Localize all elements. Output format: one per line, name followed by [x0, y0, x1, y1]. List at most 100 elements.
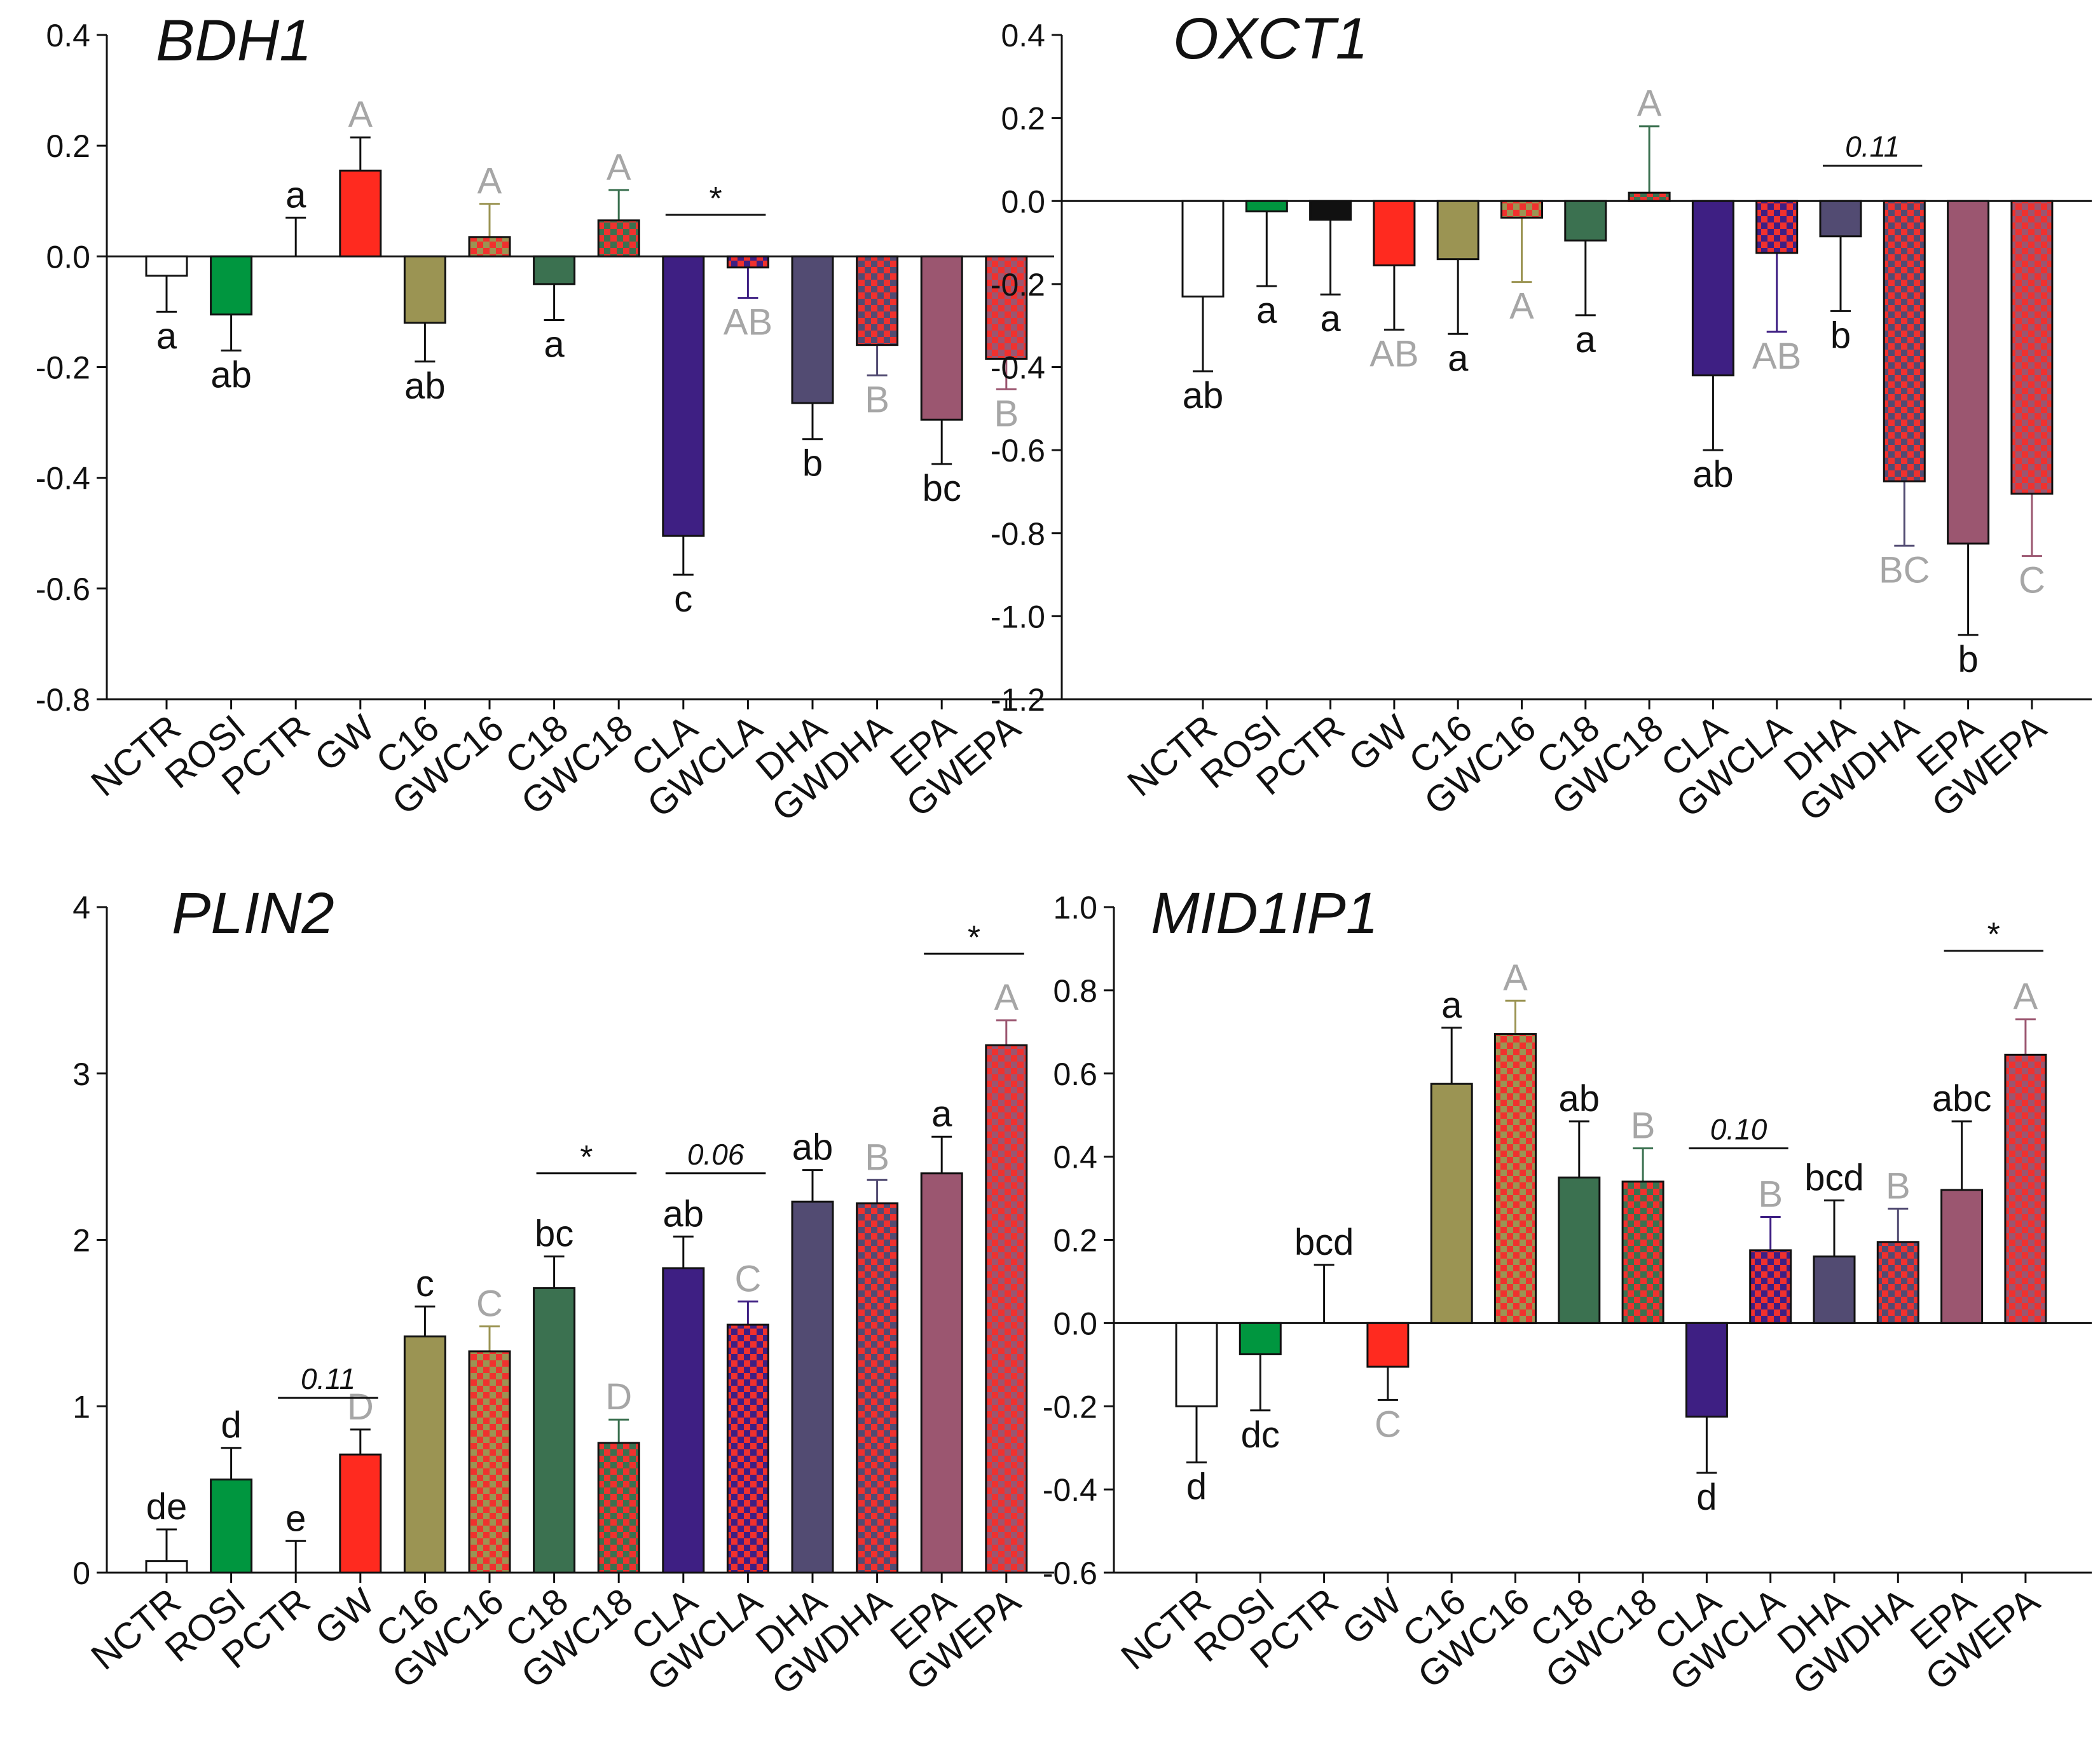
- svg-text:*: *: [1987, 917, 2000, 954]
- error-bar: [1951, 1120, 1972, 1190]
- significance-letter: e: [285, 1498, 306, 1539]
- bar-rosi: [210, 1478, 253, 1574]
- significance-letter: ab: [1559, 1078, 1600, 1119]
- y-tick-label: 3: [72, 1056, 90, 1092]
- significance-letter: ab: [792, 1127, 834, 1168]
- error-bar: [415, 322, 436, 363]
- significance-letter: C: [2019, 560, 2045, 601]
- bar-c18: [533, 1287, 576, 1574]
- error-bar: [1441, 1027, 1462, 1084]
- significance-letter: b: [1830, 315, 1851, 356]
- bar-epa: [1947, 200, 1990, 545]
- comparison-annotation: *: [536, 1139, 637, 1176]
- y-tick-label: -1.0: [991, 599, 1045, 634]
- significance-letter: a: [1575, 319, 1596, 360]
- significance-letter: ab: [663, 1193, 704, 1234]
- panel-plin2: PLIN2 43210deNCTRdROSIePCTRDGWcC16CGWC16…: [72, 881, 1054, 1703]
- y-tick-label: 2: [72, 1223, 90, 1259]
- y-tick-label: -0.6: [991, 433, 1045, 468]
- svg-text:0.11: 0.11: [301, 1362, 355, 1395]
- bar-gwcla: [1755, 200, 1799, 254]
- significance-letter: C: [1375, 1404, 1401, 1445]
- svg-text:*: *: [709, 181, 722, 217]
- bar-gwc18: [1628, 191, 1671, 202]
- significance-letter: a: [544, 324, 565, 365]
- error-bar: [2021, 493, 2042, 557]
- significance-letter: bc: [923, 468, 961, 509]
- x-tick-label: GW: [1335, 1580, 1410, 1653]
- error-bar: [802, 1169, 823, 1202]
- y-tick-label: 0.2: [1001, 101, 1045, 137]
- significance-letter: c: [674, 578, 692, 620]
- bar-gwcla: [726, 255, 769, 269]
- significance-letter: b: [802, 443, 823, 484]
- error-bar: [1639, 125, 1660, 193]
- bar-dha: [791, 1200, 834, 1574]
- bar-nctr: [1175, 1322, 1218, 1407]
- error-bar: [1568, 1120, 1589, 1178]
- y-tick-label: -0.2: [1043, 1389, 1097, 1425]
- bar-gwepa: [985, 255, 1028, 360]
- y-tick-label: 0.6: [1053, 1056, 1097, 1092]
- bar-gw: [339, 1453, 382, 1574]
- significance-letter: B: [994, 393, 1019, 434]
- significance-letter: a: [1320, 298, 1341, 339]
- x-tick-label: GW: [1341, 707, 1416, 779]
- svg-text:0.06: 0.06: [687, 1138, 745, 1171]
- y-tick-label: -0.4: [1043, 1472, 1097, 1508]
- bar-epa: [920, 255, 963, 421]
- bar-gwepa: [985, 1044, 1028, 1574]
- bar-c18: [1564, 200, 1607, 242]
- significance-letter: a: [1256, 290, 1277, 331]
- y-tick-label: 0.0: [1001, 184, 1045, 219]
- bar-gw: [1366, 1322, 1410, 1368]
- significance-letter: a: [1448, 338, 1469, 379]
- error-bar: [2015, 1018, 2036, 1055]
- error-bar: [867, 345, 888, 377]
- significance-letter: AB: [1369, 334, 1418, 375]
- significance-letter: B: [1886, 1165, 1911, 1207]
- error-bar: [802, 403, 823, 441]
- y-tick-label: 0.2: [46, 128, 90, 164]
- bar-gwepa: [2010, 200, 2054, 495]
- y-tick-label: 0.4: [46, 18, 90, 53]
- error-bar: [1383, 265, 1404, 331]
- significance-letter: abc: [1932, 1078, 1992, 1119]
- chart-title: OXCT1: [1173, 6, 1368, 71]
- bar-cla: [1685, 1322, 1728, 1418]
- significance-letter: bcd: [1294, 1222, 1354, 1263]
- bar-nctr: [1181, 200, 1225, 297]
- significance-letter: d: [1186, 1466, 1207, 1508]
- x-tick-label: GW: [307, 1580, 382, 1653]
- bar-rosi: [210, 255, 253, 316]
- error-bar: [1696, 1416, 1717, 1474]
- significance-letter: ab: [404, 366, 446, 407]
- bar-c18: [1558, 1176, 1601, 1324]
- significance-letter: bcd: [1804, 1157, 1864, 1198]
- error-bar: [996, 359, 1017, 390]
- y-tick-label: -0.6: [1043, 1555, 1097, 1591]
- error-bar: [996, 1019, 1017, 1046]
- bar-gw: [1373, 200, 1416, 266]
- error-bar: [221, 1447, 242, 1480]
- comparison-annotation: 0.06: [665, 1138, 766, 1175]
- y-tick-label: 0.8: [1053, 973, 1097, 1009]
- significance-letter: A: [477, 161, 502, 202]
- y-tick-label: 0: [72, 1555, 90, 1591]
- significance-letter: AB: [724, 302, 772, 343]
- error-bar: [1505, 999, 1526, 1034]
- bar-rosi: [1239, 1322, 1282, 1355]
- bar-dha: [1813, 1255, 1856, 1324]
- svg-text:0.10: 0.10: [1710, 1113, 1767, 1146]
- panel-mid1ip1: MID1IP1 1.00.80.60.40.20.0-0.2-0.4-0.6dN…: [1043, 881, 2092, 1703]
- error-bar: [415, 1305, 436, 1337]
- bar-nctr: [145, 1560, 188, 1574]
- y-tick-label: 0.4: [1053, 1140, 1097, 1175]
- error-bar: [1193, 296, 1213, 373]
- bar-cla: [662, 255, 705, 537]
- error-bar: [350, 1428, 371, 1455]
- bar-gwc18: [1621, 1180, 1664, 1324]
- svg-text:*: *: [580, 1139, 593, 1176]
- bar-gwc16: [1494, 1033, 1537, 1324]
- error-bar: [544, 284, 565, 321]
